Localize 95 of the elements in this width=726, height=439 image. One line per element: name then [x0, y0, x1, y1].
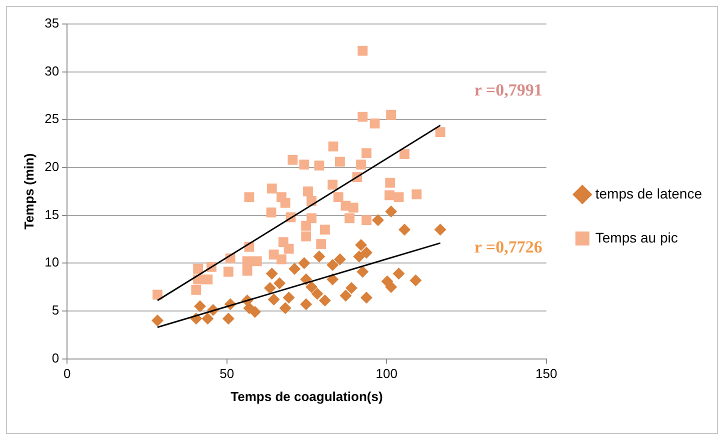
point — [268, 293, 280, 306]
point — [266, 268, 278, 280]
point — [306, 213, 316, 224]
point — [194, 300, 206, 312]
point — [340, 290, 352, 302]
point — [242, 256, 252, 266]
legend-label: Temps au pic — [595, 229, 678, 246]
point — [301, 220, 312, 231]
point — [358, 112, 368, 122]
point — [303, 186, 313, 196]
point — [334, 253, 346, 266]
point — [298, 257, 310, 270]
point — [398, 224, 410, 236]
x-tick-label: 100 — [376, 366, 398, 382]
point — [266, 184, 277, 194]
x-axis-title: Temps de coagulation(s) — [230, 388, 383, 404]
y-tick-label: 0 — [52, 350, 60, 366]
point — [326, 259, 339, 272]
point — [299, 160, 310, 170]
point — [222, 312, 234, 325]
point — [358, 46, 368, 56]
point — [223, 266, 234, 277]
point — [320, 224, 330, 235]
point — [360, 246, 372, 259]
point — [328, 180, 338, 190]
point — [313, 250, 326, 262]
point — [335, 156, 345, 167]
point — [362, 215, 372, 226]
point — [400, 149, 410, 160]
point — [356, 160, 366, 170]
y-tick-label: 5 — [52, 302, 60, 318]
point — [306, 281, 318, 294]
point — [151, 314, 164, 327]
x-tick-label: 0 — [63, 366, 71, 382]
point — [311, 288, 324, 300]
point — [370, 118, 380, 128]
point — [314, 160, 324, 171]
point — [355, 238, 368, 251]
legend-label: temps de latence — [595, 185, 702, 202]
point — [435, 127, 446, 138]
y-tick-label: 10 — [44, 254, 60, 270]
y-tick-label: 25 — [44, 111, 60, 126]
point — [288, 154, 298, 165]
point — [266, 207, 276, 218]
point — [326, 273, 339, 286]
point — [279, 302, 292, 314]
point — [333, 192, 344, 202]
point — [412, 189, 422, 200]
point — [384, 190, 394, 200]
point — [264, 282, 276, 294]
point — [385, 205, 398, 218]
point — [301, 231, 312, 242]
point — [300, 298, 312, 310]
point — [202, 274, 213, 284]
point — [282, 292, 295, 304]
point — [244, 192, 254, 202]
point — [274, 277, 286, 290]
y-tick-label: 35 — [44, 16, 60, 31]
point — [434, 224, 446, 236]
y-tick-label: 20 — [44, 159, 60, 174]
point — [280, 198, 290, 208]
point — [385, 281, 398, 294]
point — [356, 266, 369, 278]
point — [276, 254, 286, 264]
point — [191, 284, 202, 295]
point — [316, 239, 326, 249]
point — [193, 264, 204, 274]
point — [386, 110, 396, 120]
point — [345, 282, 358, 294]
point — [360, 292, 372, 304]
point — [348, 202, 358, 213]
annotation: r =0,7991 — [474, 80, 542, 100]
x-tick-label: 150 — [536, 366, 558, 382]
point — [152, 290, 162, 300]
y-tick-label: 15 — [44, 206, 60, 222]
point — [242, 266, 252, 276]
point — [344, 213, 354, 224]
point — [202, 312, 214, 325]
x-tick-label: 50 — [220, 366, 234, 382]
annotation: r =0,7726 — [474, 238, 542, 257]
y-tick-label: 30 — [44, 63, 60, 78]
point — [248, 306, 261, 318]
point — [353, 250, 366, 262]
point — [385, 178, 396, 188]
point — [372, 214, 384, 226]
point — [410, 274, 422, 286]
point — [362, 148, 372, 158]
y-axis-title: Temps (min) — [21, 153, 36, 230]
point — [252, 256, 262, 266]
point — [288, 262, 301, 275]
point — [394, 192, 404, 202]
point — [392, 268, 405, 280]
point — [328, 141, 338, 152]
point — [284, 244, 294, 254]
point — [318, 294, 331, 306]
